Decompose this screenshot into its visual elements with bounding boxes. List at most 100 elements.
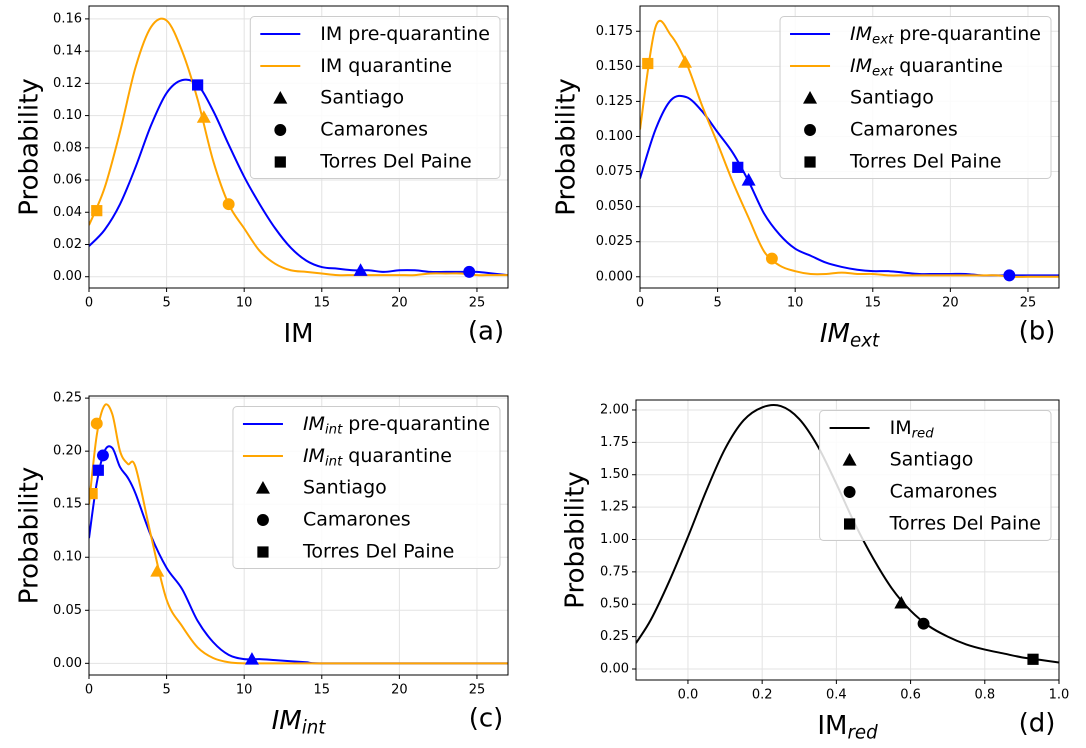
curve [640,19,1059,278]
marker-square [843,518,856,530]
variable: IM [820,319,850,349]
plot-area [89,403,508,665]
legend-box [232,406,501,569]
x-tick-label: 5 [162,683,170,698]
y-tick-label: 0.175 [596,24,633,39]
variable-subscript: int [302,717,327,738]
x-tick-label: 1.0 [1049,688,1070,703]
variable-subscript: int [325,422,343,437]
x-tick-label: 0.2 [752,688,773,703]
x-tick-label: 0 [636,296,644,311]
marker-circle [463,265,476,278]
variable: IM [283,319,313,349]
x-axis-label: IMred [817,711,878,744]
legend-label: Santiago [850,87,934,109]
y-tick-label: 0.04 [53,205,82,220]
y-tick-label: 1.00 [600,532,629,547]
y-axis-label: Probability [15,467,45,604]
variable: IM [850,55,872,77]
y-tick-label: 0.06 [53,173,82,188]
x-tick-label: 20 [942,296,959,311]
legend-label: IMred [890,417,935,442]
y-tick-label: 0.00 [53,269,82,284]
marker-triangle [353,263,368,276]
series-name: pre-quarantine [899,23,1041,45]
panel-label: (c) [469,704,504,734]
panel-label: (d) [1019,709,1056,739]
y-tick-label: 0.10 [53,550,82,565]
axes-frame [639,5,1060,289]
marker-square [274,156,286,168]
marker-square [642,57,654,70]
marker-square [192,79,204,91]
panel-label: (b) [1019,317,1056,347]
legend-label: Torres Del Paine [889,513,1041,535]
x-tick-label: 10 [236,296,253,311]
marker-triangle [894,595,909,609]
axes-frame [88,395,509,676]
plot-area [89,17,508,278]
curve [89,78,508,277]
marker-square [89,487,98,500]
legend: IM pre-quarantine IM quarantine Santiago Cama… [249,16,501,179]
x-tick-label: 20 [391,683,408,698]
y-tick-label: 0.125 [596,94,633,109]
x-tick-label: 25 [469,296,486,311]
marker-square [804,156,816,168]
legend-label: IM quarantine [320,55,452,77]
y-tick-label: 0.25 [600,629,629,644]
y-tick-label: 1.50 [600,467,629,482]
y-tick-label: 0.075 [596,164,633,179]
y-tick-label: 0.025 [596,234,633,249]
y-tick-label: 1.25 [600,500,629,515]
x-tick-label: 20 [391,296,408,311]
legend-label: Torres Del Paine [319,151,471,173]
y-tick-label: 0.05 [53,603,82,618]
x-tick-label: 10 [787,296,804,311]
legend-label: Camarones [850,119,958,141]
y-tick-label: 0.050 [596,199,633,214]
legend-label: Torres Del Paine [302,541,454,563]
y-tick-label: 0.08 [53,140,82,155]
legend-label: Camarones [303,509,411,531]
marker-triangle [741,172,756,186]
marker-circle [1003,269,1016,282]
x-tick-label: 10 [236,683,253,698]
y-tick-label: 0.00 [53,656,82,671]
variable-subscript: ext [872,64,894,79]
y-tick-label: 0.02 [53,237,82,252]
y-tick-label: 0.000 [596,269,633,284]
series-name: quarantine [348,445,452,467]
variable-subscript: red [912,426,935,441]
marker-triangle [678,55,693,68]
x-tick-label: 25 [469,683,486,698]
y-tick-label: 0.50 [600,597,629,612]
x-tick-label: 0.0 [678,688,699,703]
marker-circle [843,486,856,498]
marker-triangle [150,564,165,577]
y-tick-label: 0.00 [600,661,629,676]
x-tick-label: 15 [314,296,331,311]
x-axis-label: IM [283,319,313,349]
marker-circle [804,124,816,136]
series-name: pre-quarantine [348,413,490,435]
legend-label: Camarones [890,481,998,503]
plot-area [640,19,1059,282]
x-axis-label: IMint [272,706,327,739]
legend-label: Santiago [890,449,974,471]
x-tick-label: 25 [1020,296,1037,311]
legend-label: IMint quarantine [303,445,452,470]
x-tick-label: 0.8 [974,688,995,703]
marker-circle [274,124,287,136]
x-tick-label: 0 [85,296,93,311]
marker-triangle [196,110,211,123]
series-name: quarantine [348,55,452,77]
marker-circle [917,617,930,630]
panel-label: (a) [468,317,504,347]
variable: IM [320,55,342,77]
legend-label: Torres Del Paine [849,151,1001,173]
curve [89,17,508,277]
